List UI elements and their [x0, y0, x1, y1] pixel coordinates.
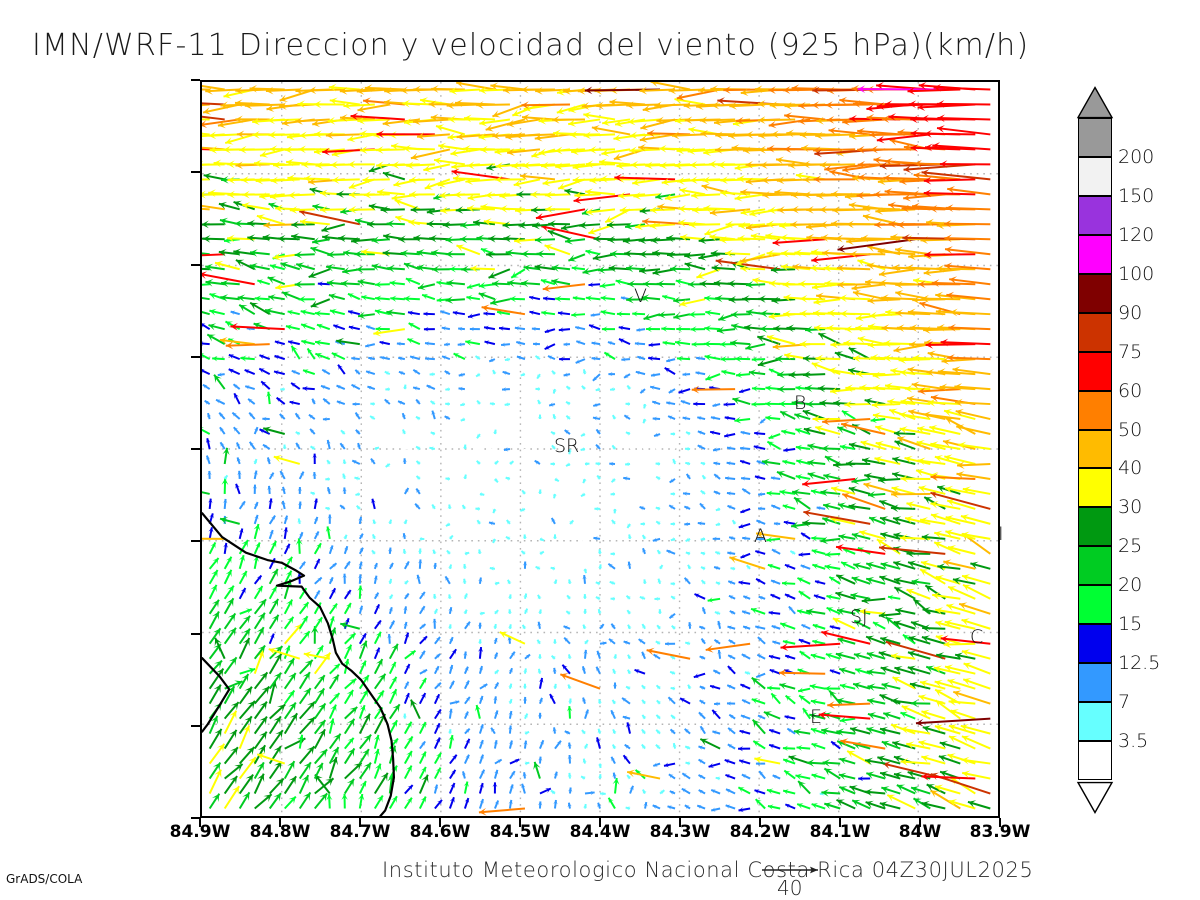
y-axis-tick [191, 632, 200, 635]
y-axis-tick [191, 355, 200, 358]
colorbar: 3.5 7 12.5 15 20 25 30 40 50 60 75 90 100 120 150 200 [1076, 85, 1160, 814]
x-axis-label: 84.2W [729, 822, 791, 842]
x-axis-tick [999, 818, 1001, 827]
x-axis-label: 84.8W [249, 822, 311, 842]
x-axis-tick [759, 818, 761, 827]
y-axis-tick [191, 79, 200, 81]
reference-vector-value: 40 [777, 876, 803, 900]
x-axis-label: 83.9W [969, 822, 1031, 842]
colorbar-top-arrow-icon [1076, 85, 1114, 118]
colorbar-band [1078, 312, 1112, 352]
y-axis-tick [191, 540, 200, 543]
x-axis-tick [679, 818, 681, 827]
x-axis-label: 84.6W [409, 822, 471, 842]
colorbar-band [1078, 429, 1112, 469]
colorbar-band [1078, 156, 1112, 196]
city-label-sj: SJ [850, 606, 868, 629]
city-label-a: A [754, 524, 767, 547]
colorbar-tick-label: 15 [1118, 613, 1143, 636]
x-axis-label: 84.3W [649, 822, 711, 842]
x-axis-label: 84.4W [569, 822, 631, 842]
colorbar-bottom-arrow-icon [1076, 781, 1114, 814]
colorbar-tick-label: 100 [1118, 262, 1155, 285]
city-label-i: I [998, 523, 1004, 546]
colorbar-band [1078, 702, 1112, 742]
colorbar-band [1078, 234, 1112, 274]
colorbar-tick-label: 20 [1118, 574, 1143, 597]
colorbar-band [1078, 118, 1112, 157]
colorbar-tick-label: 90 [1118, 301, 1143, 324]
city-label-b: B [794, 392, 807, 415]
colorbar-band [1078, 585, 1112, 625]
colorbar-band [1078, 741, 1112, 780]
colorbar-band [1078, 351, 1112, 391]
x-axis-tick [439, 818, 441, 827]
colorbar-band [1078, 663, 1112, 703]
colorbar-tick-label: 30 [1118, 496, 1143, 519]
x-axis-label: 84.1W [809, 822, 871, 842]
colorbar-band [1078, 546, 1112, 586]
city-label-sr: SR [554, 435, 580, 458]
colorbar-tick-label: 40 [1118, 457, 1143, 480]
x-axis-label: 84.5W [489, 822, 551, 842]
wind-vector-plot: V SR B A SJ C E I [200, 80, 1004, 818]
colorbar-band [1078, 273, 1112, 313]
page-title: IMN/WRF-11 Direccion y velocidad del vie… [32, 28, 1030, 63]
footer-grads-credit: GrADS/COLA [6, 872, 83, 886]
footer-institution: Instituto Meteorologico Nacional Costa R… [382, 858, 1034, 882]
city-label-v: V [634, 285, 647, 308]
x-axis-tick [599, 818, 601, 827]
colorbar-tick-label: 150 [1118, 184, 1155, 207]
colorbar-band [1078, 468, 1112, 508]
x-axis-tick [839, 818, 841, 827]
y-axis-tick [191, 817, 200, 819]
colorbar-band [1078, 195, 1112, 235]
x-axis-tick [199, 818, 201, 827]
colorbar-band [1078, 390, 1112, 430]
wind-vector-field [202, 82, 991, 816]
y-axis-tick [191, 263, 200, 266]
x-axis-label: 84W [898, 822, 942, 842]
x-axis-tick [279, 818, 281, 827]
colorbar-tick-label: 120 [1118, 223, 1155, 246]
colorbar-tick-label: 25 [1118, 535, 1143, 558]
y-axis-tick [191, 448, 200, 450]
colorbar-tick-label: 200 [1118, 145, 1155, 168]
colorbar-band [1078, 507, 1112, 547]
city-label-e: E [810, 705, 823, 728]
x-axis-label: 84.7W [329, 822, 391, 842]
colorbar-tick-label: 50 [1118, 418, 1143, 441]
colorbar-tick-label: 60 [1118, 379, 1143, 402]
x-axis-label: 84.9W [169, 822, 231, 842]
y-axis-tick [191, 171, 200, 174]
wind-vector-reference-arrow-icon [762, 866, 818, 874]
city-label-c: C [970, 626, 984, 649]
city-label-layer: V SR B A SJ C E I [202, 82, 1004, 816]
colorbar-tick-label: 7 [1118, 691, 1131, 714]
colorbar-band [1078, 624, 1112, 664]
colorbar-tick-label: 3.5 [1118, 730, 1149, 753]
x-axis-tick [519, 818, 521, 827]
y-axis-tick [191, 724, 200, 727]
colorbar-tick-label: 12.5 [1118, 652, 1161, 675]
coastline-layer [202, 512, 396, 816]
x-axis-tick [359, 818, 361, 827]
x-axis-tick [919, 818, 921, 827]
colorbar-tick-label: 75 [1118, 340, 1143, 363]
